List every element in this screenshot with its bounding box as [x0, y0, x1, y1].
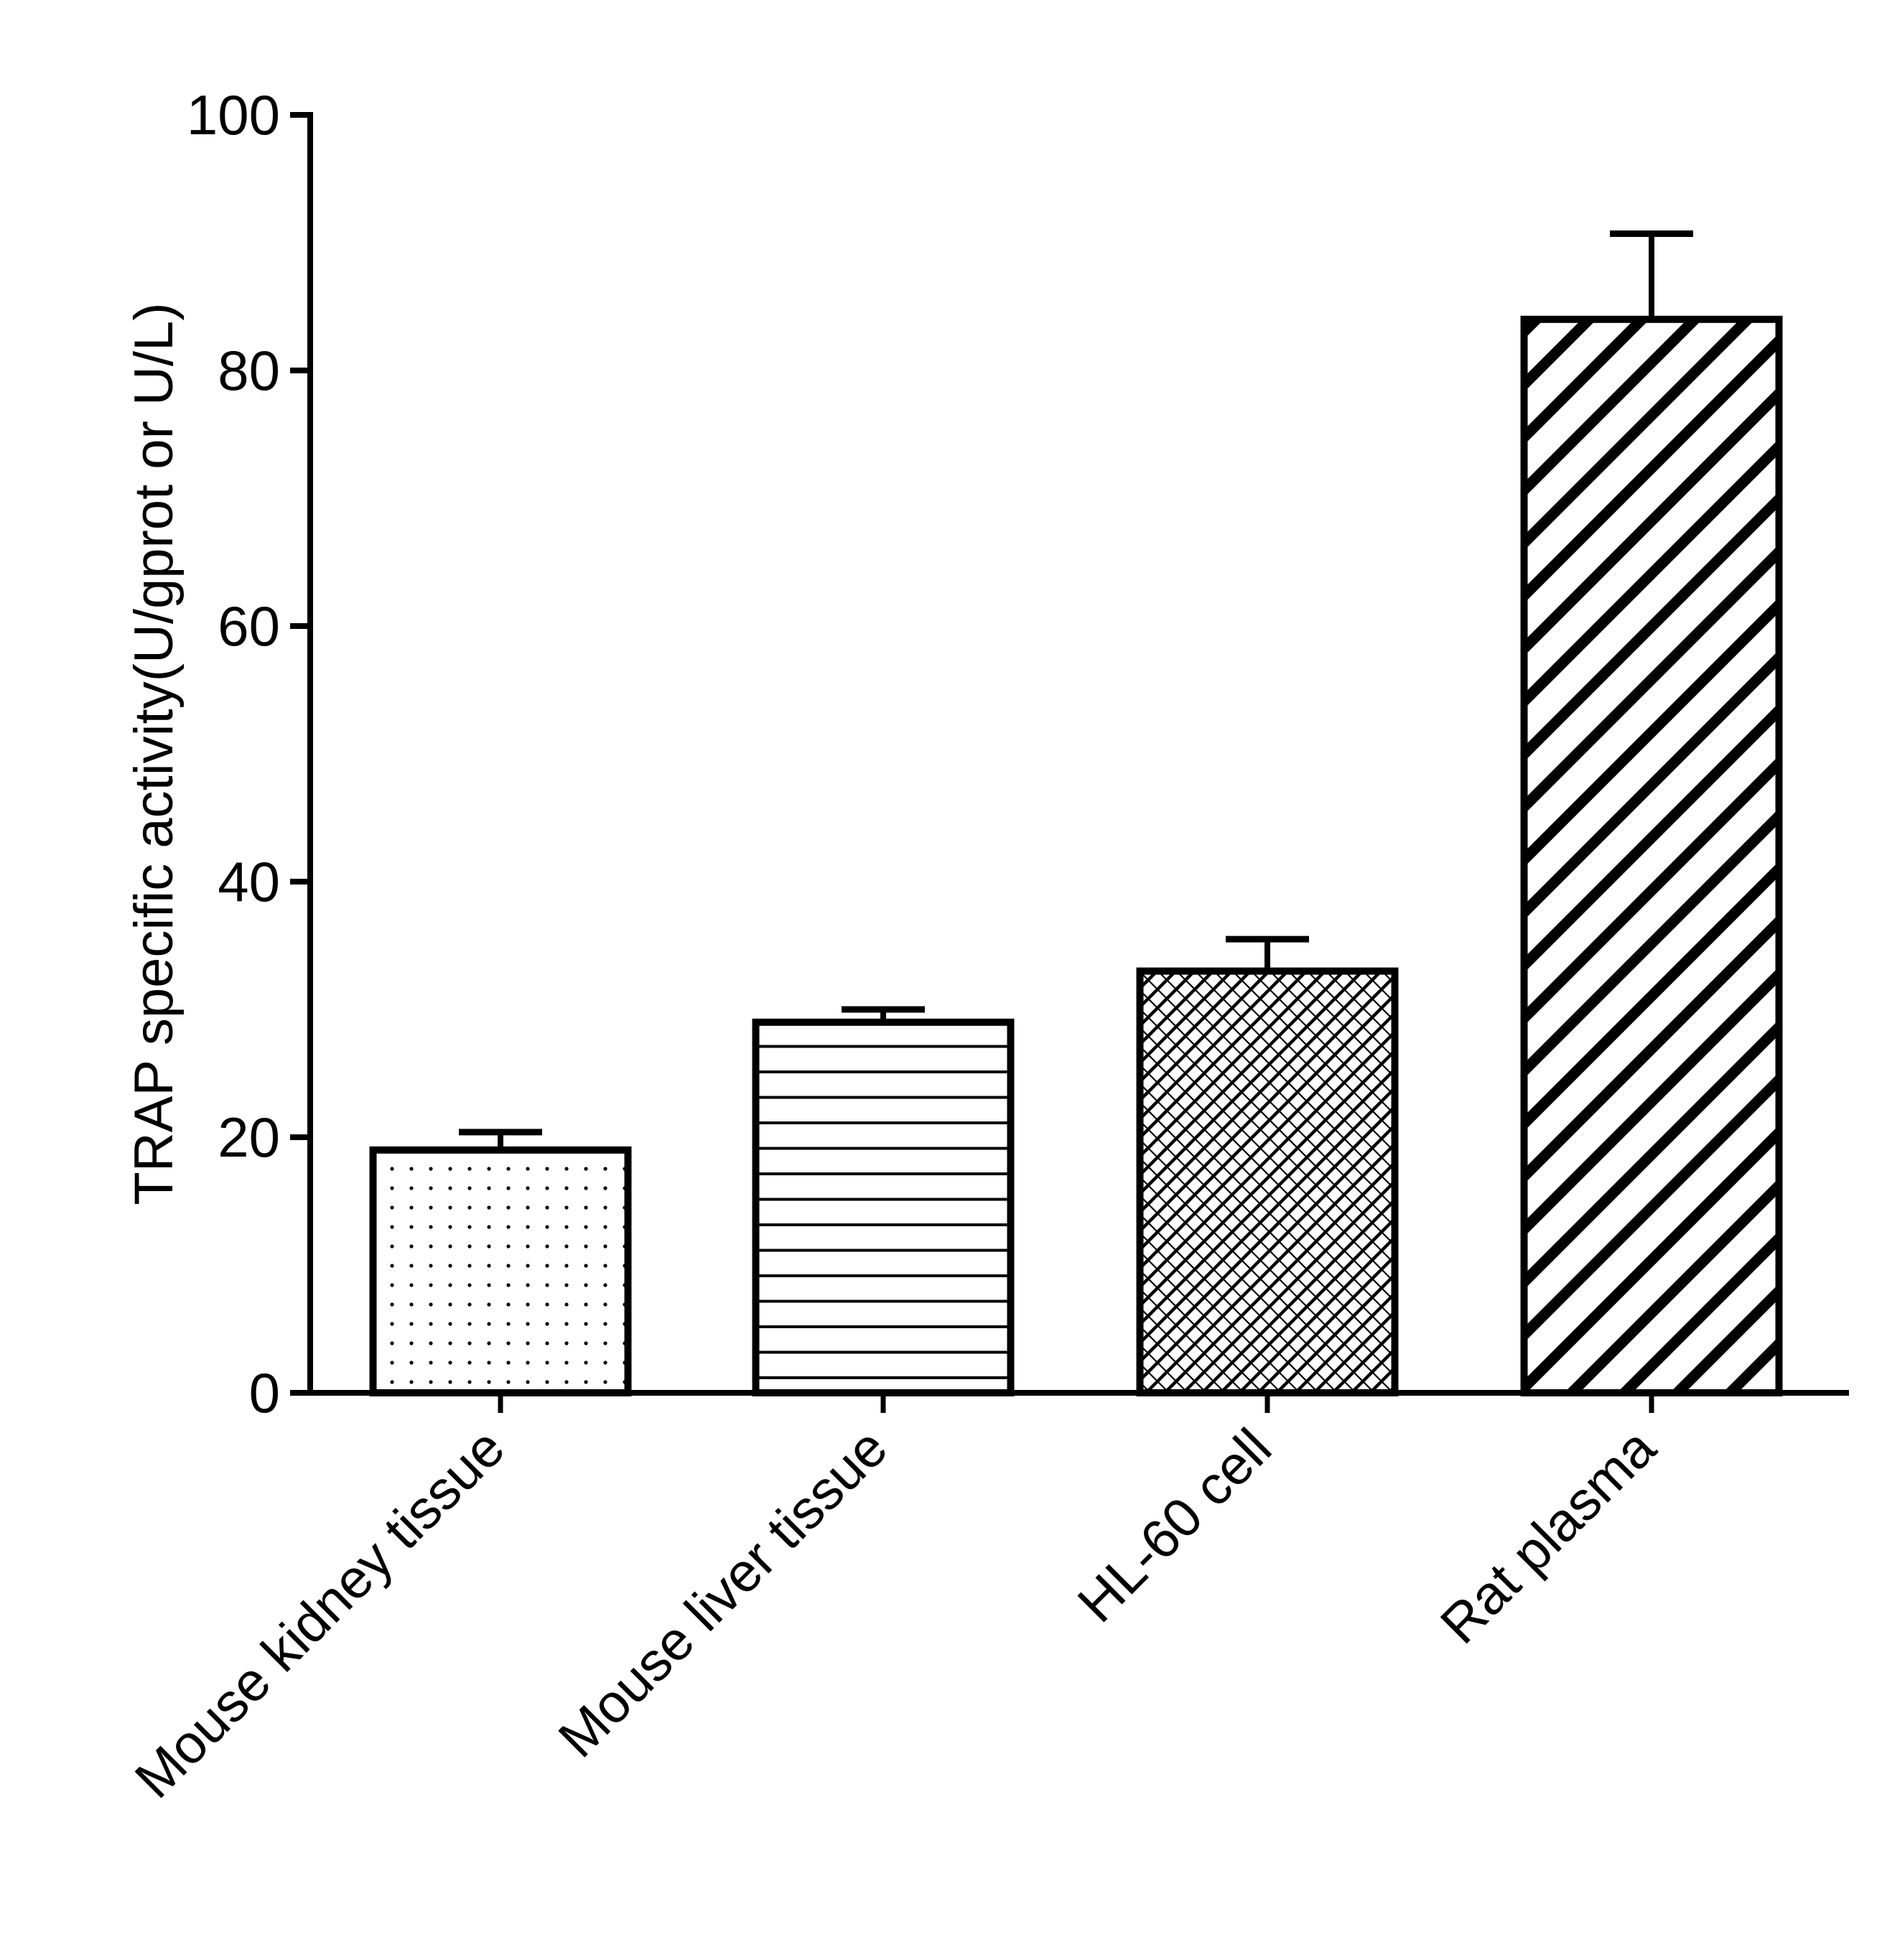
bars-layer — [369, 315, 1783, 1397]
y-tick-label: 100 — [187, 83, 280, 146]
bar-mouse-kidney-tissue — [369, 1146, 632, 1397]
x-tick-label: Rat plasma — [1429, 1417, 1667, 1655]
y-tick-label: 40 — [218, 850, 280, 913]
x-tick-label: HL-60 cell — [1066, 1417, 1283, 1634]
bar-mouse-liver-tissue — [752, 1018, 1015, 1397]
y-tick-labels: 0 20 40 60 80 100 — [187, 83, 280, 1424]
bar-hl-60-cell — [1136, 967, 1399, 1396]
y-axis-label: TRAP specific activity(U/gprot or U/L) — [124, 302, 185, 1205]
y-tick-label: 20 — [218, 1106, 280, 1169]
x-tick-label: Mouse kidney tissue — [124, 1417, 516, 1810]
x-tick-labels: Mouse kidney tissue Mouse liver tissue HL-… — [124, 1417, 1668, 1810]
y-tick-label: 0 — [249, 1361, 280, 1424]
bar-rat-plasma — [1520, 315, 1783, 1396]
y-tick-label: 60 — [218, 594, 280, 658]
y-tick-label: 80 — [218, 339, 280, 402]
x-tick-label: Mouse liver tissue — [547, 1417, 899, 1769]
axes-layer — [290, 112, 1849, 1413]
error-bars-layer — [459, 230, 1693, 1150]
